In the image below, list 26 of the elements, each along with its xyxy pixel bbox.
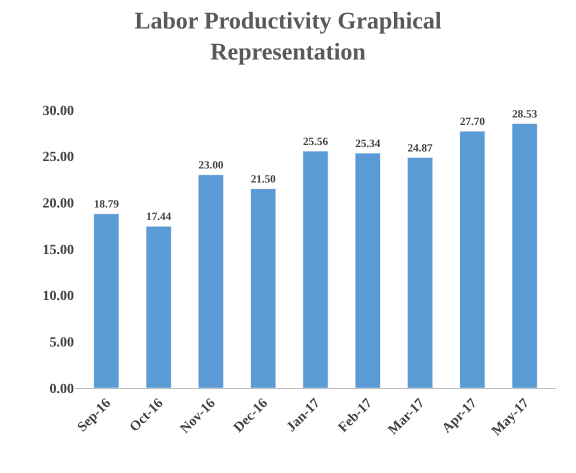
y-tick-label: 5.00 (50, 336, 74, 351)
bar (512, 123, 538, 388)
y-tick-label: 10.00 (42, 289, 74, 304)
data-label: 21.50 (250, 174, 276, 186)
bar (198, 174, 224, 388)
data-label: 25.56 (302, 136, 328, 148)
data-label: 27.70 (460, 116, 486, 128)
bar (460, 131, 486, 388)
y-tick-label: 25.00 (42, 150, 74, 166)
bar (354, 152, 381, 388)
data-label: 18.79 (94, 198, 120, 211)
data-label: 17.44 (146, 211, 172, 224)
bar (94, 214, 120, 388)
bar (302, 150, 328, 388)
data-label: 23.00 (198, 160, 224, 172)
data-label: 28.53 (512, 108, 538, 120)
y-tick-label: 0.00 (50, 382, 74, 397)
bar (250, 188, 276, 388)
chart-title: Labor Productivity Graphical Representation (134, 8, 442, 66)
data-label: 24.87 (408, 142, 434, 154)
bar (407, 157, 433, 388)
data-label: 25.34 (355, 138, 381, 150)
bar (146, 226, 172, 388)
y-tick-label: 20.00 (42, 196, 74, 212)
y-tick-label: 30.00 (42, 104, 74, 119)
y-tick-label: 15.00 (42, 242, 74, 258)
